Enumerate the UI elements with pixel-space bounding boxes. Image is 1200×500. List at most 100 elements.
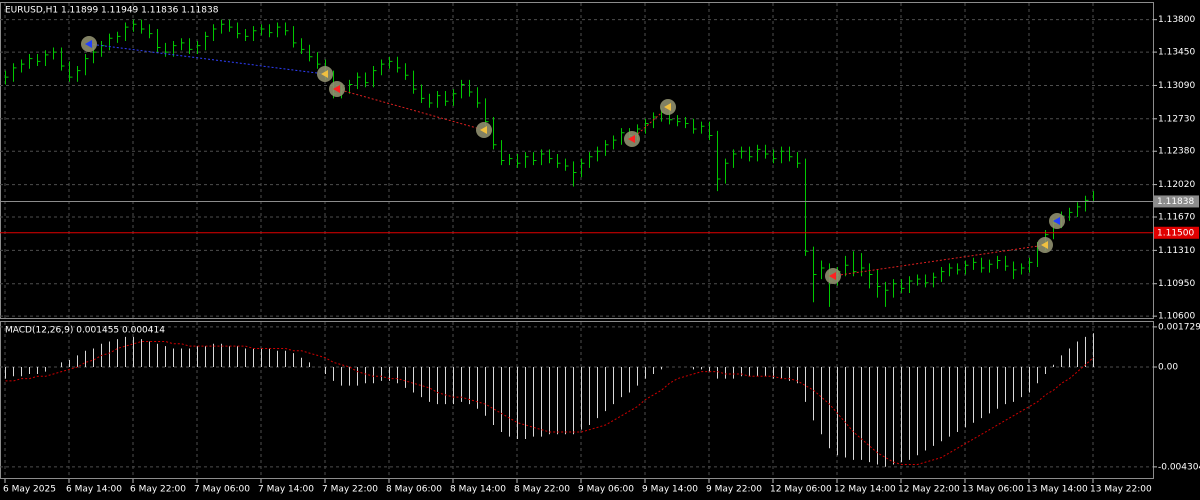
price-bar [181,38,185,51]
y-tick-label: 1.13800 [1158,15,1195,25]
price-panel-frame [0,2,1154,319]
price-bar [229,19,233,32]
price-bar [149,24,153,39]
price-bar [405,63,409,80]
x-tick-label: 6 May 14:00 [66,485,122,495]
price-bar [941,267,945,282]
price-bar [173,40,177,57]
price-bar [773,149,777,164]
price-bar [45,50,49,66]
price-bar [853,251,857,277]
macd-panel-frame [0,321,1154,479]
price-bar [509,154,513,166]
price-bar [965,260,969,275]
x-tick-label: 6 May 22:00 [130,485,186,495]
price-bar [397,56,401,73]
price-bar [165,42,169,57]
price-bar [677,115,681,127]
price-bar [453,89,457,106]
price-bar [253,26,257,41]
price-bar [269,24,273,38]
price-bar [733,149,737,168]
trade-markers [81,36,1065,284]
price-bar [189,38,193,54]
price-bar [5,70,9,85]
price-bar [725,158,729,184]
marker [1049,213,1065,229]
price-bar [309,44,313,62]
price-bar [493,116,497,150]
price-bar [645,118,649,134]
price-bar [805,158,809,256]
price-bar [693,118,697,134]
x-tick-label: 12 May 14:00 [834,485,896,495]
price-bar [237,22,241,39]
price-bar [909,276,913,293]
price-bar [869,263,873,289]
price-bar [997,255,1001,269]
marker [329,81,345,97]
price-bar [485,98,489,127]
x-tick-label: 13 May 14:00 [1026,485,1088,495]
indicator-title: MACD(12,26,9) 0.001455 0.000414 [5,326,165,336]
price-bar [261,24,265,36]
x-tick-label: 7 May 14:00 [258,485,314,495]
price-bar [469,79,473,97]
signal-line [5,340,1094,465]
price-bar [413,70,417,94]
price-bar [117,31,121,43]
price-bar [365,72,369,88]
price-bar [437,91,441,108]
price-bar [589,152,593,168]
price-bar [349,79,353,94]
price-bar [917,274,921,286]
x-tick-label: 7 May 06:00 [194,485,250,495]
price-bar [421,84,425,104]
price-bar [821,260,825,280]
price-bar [781,146,785,164]
marker [624,131,640,147]
trade-line [631,106,669,140]
x-tick-label: 12 May 22:00 [898,485,960,495]
price-bar [373,66,377,88]
price-bar [1029,257,1033,273]
price-bar [885,281,889,307]
x-tick-label: 8 May 06:00 [386,485,442,495]
price-bar [205,31,209,51]
price-bar [581,158,585,178]
price-bar [517,154,521,168]
price-bar [813,246,817,303]
price-label: 1.11500 [1157,228,1194,238]
trade-lines [88,43,1046,277]
price-bar [141,19,145,34]
price-bar [461,79,465,99]
price-bar [133,19,137,32]
x-tick-label: 8 May 14:00 [450,485,506,495]
price-bar [901,279,905,293]
price-bar [565,158,569,171]
price-bar [789,146,793,162]
marker [1037,237,1053,253]
price-bar [925,274,929,288]
x-tick-label: 13 May 06:00 [962,485,1024,495]
price-bar [21,59,25,73]
price-bar [381,59,385,76]
price-bar [973,257,977,270]
price-bar [685,116,689,129]
price-bar [549,149,553,164]
price-bar [477,87,481,108]
chart-title: EURUSD,H1 1.11899 1.11949 1.11836 1.1183… [5,6,219,16]
x-tick-label: 9 May 06:00 [578,485,634,495]
price-bar [29,53,33,69]
price-bar [613,135,617,150]
price-bar [861,253,865,277]
price-bar [877,269,881,298]
price-label-box [1154,226,1199,239]
price-bar [701,121,705,134]
x-tick-label: 13 May 22:00 [1090,485,1152,495]
price-bar [53,47,57,60]
price-bar [949,263,953,277]
price-bar [77,66,81,82]
marker [825,268,841,284]
